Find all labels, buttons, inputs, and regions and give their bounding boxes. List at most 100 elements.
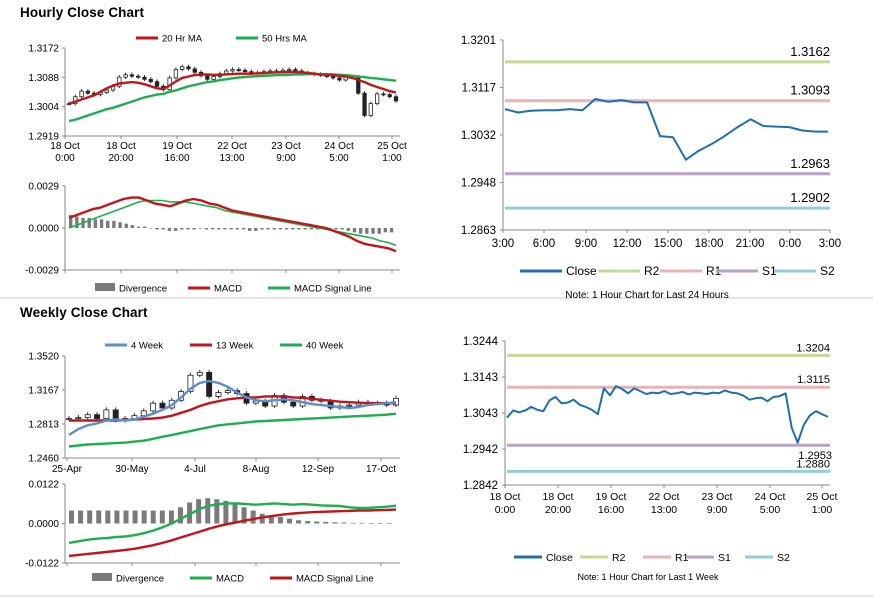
legend-50hrs-ma-label: 50 Hrs MA bbox=[262, 34, 308, 45]
candle-body bbox=[393, 96, 399, 102]
divergence-bar bbox=[359, 522, 365, 524]
candle-body bbox=[374, 93, 380, 105]
level-s1-label: 1.2953 bbox=[798, 450, 832, 462]
legend-4-week-label: 4 Week bbox=[131, 341, 163, 352]
weekly_levels-x-tick-label: 1:00 bbox=[812, 504, 833, 516]
candle-body bbox=[159, 402, 166, 409]
candle-body bbox=[362, 92, 367, 116]
weekly_levels-y-tick-label: 1.2942 bbox=[463, 444, 498, 456]
candle-body bbox=[142, 76, 147, 80]
divergence-bar bbox=[141, 510, 147, 524]
candle-body bbox=[129, 74, 135, 77]
divergence-bar bbox=[106, 220, 110, 228]
divergence-bar bbox=[173, 228, 178, 231]
weekly_price-x-tick-label: 12-Sep bbox=[302, 464, 335, 475]
hourly_price-y-tick-label: 1.2919 bbox=[28, 132, 59, 143]
weekly_levels-close-line bbox=[506, 385, 829, 444]
candle-body bbox=[215, 392, 222, 397]
candle-body bbox=[84, 414, 91, 418]
level-s2-label: 1.2880 bbox=[796, 458, 830, 470]
hourly_levels-x-tick-label: 0:00 bbox=[779, 238, 801, 250]
divergence-bar bbox=[272, 228, 276, 230]
divergence-bar bbox=[130, 225, 135, 228]
legend-macd-signal-label: MACD Signal Line bbox=[294, 284, 372, 295]
hourly_price-x-tick-label: 20:00 bbox=[108, 153, 133, 164]
divergence-bar bbox=[303, 228, 307, 230]
hourly_price-x-tick-label: 18 Oct bbox=[50, 141, 80, 152]
divergence-bar bbox=[232, 504, 238, 524]
candle-body bbox=[381, 93, 386, 96]
divergence-bar bbox=[96, 510, 102, 524]
weekly_levels-x-tick-label: 13:00 bbox=[651, 504, 677, 516]
candle-body bbox=[192, 68, 197, 73]
candle-body bbox=[117, 76, 122, 87]
hourly_price-x-tick-label: 24 Oct bbox=[324, 141, 354, 152]
weekly_levels-x-tick-label: 25 Oct bbox=[807, 491, 838, 503]
candle-body bbox=[123, 74, 128, 78]
weekly_levels-x-tick-label: 5:00 bbox=[760, 504, 781, 516]
candle-body bbox=[205, 75, 210, 80]
divergence-bar bbox=[323, 521, 329, 524]
divergence-bar bbox=[180, 228, 184, 230]
hourly_price-x-tick-label: 18 Oct bbox=[106, 141, 136, 152]
weekly_macd-y-tick-label: 0.0000 bbox=[28, 519, 59, 530]
level-s1-label: 1.2963 bbox=[790, 156, 830, 171]
legend-s2-label: S2 bbox=[820, 264, 835, 278]
divergence-bar bbox=[371, 228, 375, 234]
divergence-bar bbox=[198, 228, 202, 229]
legend-divergence-swatch bbox=[95, 283, 115, 291]
weekly_macd-y-tick-label: -0.0122 bbox=[25, 559, 59, 570]
divergence-bar bbox=[114, 510, 120, 524]
divergence-bar bbox=[297, 228, 301, 230]
candle-body bbox=[79, 90, 84, 98]
legend-r2-label: R2 bbox=[644, 264, 660, 278]
level-s2-label: 1.2902 bbox=[790, 190, 830, 205]
divergence-bar bbox=[136, 226, 141, 228]
hourly_price-20-hr-ma-line bbox=[68, 70, 397, 105]
hourly_macd-y-tick-label: 0.0029 bbox=[28, 182, 59, 193]
hourly_levels-x-tick-label: 3:00 bbox=[492, 238, 514, 250]
divergence-bar bbox=[386, 523, 392, 524]
divergence-bar bbox=[75, 216, 79, 228]
divergence-bar bbox=[260, 228, 264, 230]
hourly_levels-close-line bbox=[504, 98, 828, 161]
candle-body bbox=[173, 69, 179, 79]
hourly_levels-y-tick-label: 1.2863 bbox=[461, 225, 496, 237]
legend-40-week-label: 40 Week bbox=[306, 341, 344, 352]
candle-body bbox=[148, 78, 153, 83]
candle-body bbox=[224, 390, 231, 393]
divergence-bar bbox=[124, 223, 128, 228]
legend-weekly-divergence-swatch bbox=[92, 573, 112, 581]
divergence-bar bbox=[365, 228, 369, 234]
candle-body bbox=[206, 371, 213, 397]
divergence-bar bbox=[291, 228, 295, 230]
divergence-bar bbox=[314, 521, 320, 524]
hourly_price-x-tick-label: 0:00 bbox=[55, 153, 75, 164]
weekly_levels-x-tick-label: 18 Oct bbox=[490, 491, 521, 503]
divergence-bar bbox=[150, 510, 156, 524]
divergence-bar bbox=[241, 228, 246, 230]
candle-body bbox=[186, 66, 191, 70]
hourly_price-y-tick-label: 1.3172 bbox=[28, 44, 59, 55]
weekly_levels-y-tick-label: 1.3244 bbox=[463, 336, 499, 348]
hourly_levels-y-tick-label: 1.3201 bbox=[461, 35, 496, 47]
divergence-bar bbox=[217, 228, 221, 230]
weekly_price-x-tick-label: 8-Aug bbox=[243, 464, 270, 475]
hourly_levels-note: Note: 1 Hour Chart for Last 24 Hours bbox=[565, 290, 728, 301]
candle-body bbox=[330, 76, 336, 79]
weekly_price-y-tick-label: 1.3520 bbox=[28, 352, 59, 363]
hourly_price-x-tick-label: 25 Oct bbox=[377, 141, 407, 152]
weekly-chart-title: Weekly Close Chart bbox=[20, 305, 148, 320]
divergence-bar bbox=[332, 522, 338, 524]
divergence-bar bbox=[205, 498, 211, 524]
divergence-bar bbox=[287, 518, 292, 524]
candle-body bbox=[230, 69, 235, 72]
weekly_levels-x-tick-label: 18 Oct bbox=[543, 491, 574, 503]
weekly_macd-y-tick-label: 0.0122 bbox=[28, 480, 59, 491]
divergence-bar bbox=[315, 228, 320, 230]
hourly_levels-x-tick-label: 6:00 bbox=[533, 238, 555, 250]
divergence-bar bbox=[268, 515, 274, 524]
candle-body bbox=[94, 414, 100, 419]
legend-s2-label: S2 bbox=[777, 552, 790, 564]
